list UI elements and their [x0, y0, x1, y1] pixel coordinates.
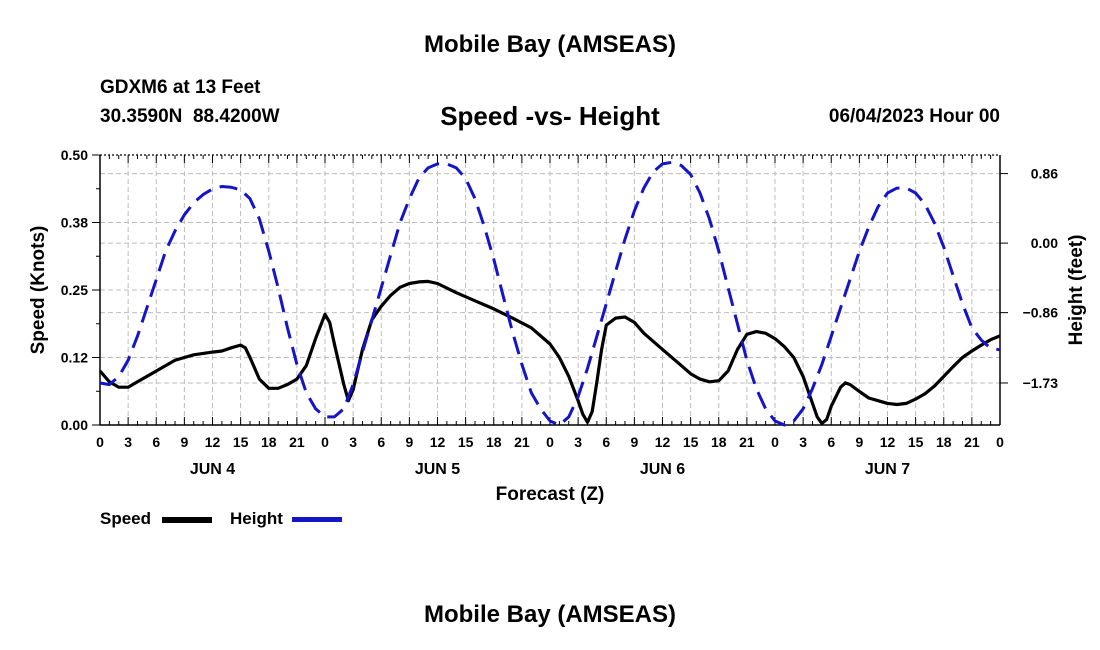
- left-tick-label: 0.00: [61, 417, 88, 433]
- x-tick-label: 6: [602, 434, 610, 450]
- x-tick-label: 12: [655, 434, 671, 450]
- y-axis-title-left: Speed (Knots): [28, 226, 49, 355]
- x-tick-label: 9: [180, 434, 188, 450]
- x-tick-label: 9: [855, 434, 863, 450]
- x-tick-label: 12: [880, 434, 896, 450]
- x-tick-label: 6: [377, 434, 385, 450]
- x-tick-label: 21: [289, 434, 305, 450]
- legend-speed-label: Speed: [100, 509, 152, 528]
- day-label: JUN 5: [415, 461, 460, 478]
- series-height-line: [99, 160, 1001, 427]
- x-tick-label: 6: [827, 434, 835, 450]
- right-tick-label: 0.86: [1031, 166, 1058, 182]
- chart-subtitle: Speed -vs- Height: [440, 101, 660, 131]
- left-tick-label: 0.38: [61, 215, 88, 231]
- x-tick-label: 21: [739, 434, 755, 450]
- chart-title: Mobile Bay (AMSEAS): [423, 31, 677, 58]
- x-tick-label: 9: [405, 434, 413, 450]
- left-tick-label: 0.12: [61, 350, 88, 366]
- x-tick-label: 0: [771, 434, 779, 450]
- forecast-datetime: 06/04/2023 Hour 00: [828, 106, 1000, 127]
- left-tick-label: 0.25: [61, 282, 88, 298]
- x-tick-label: 3: [349, 434, 357, 450]
- x-tick-label: 0: [996, 434, 1004, 450]
- day-label: JUN 4: [190, 461, 235, 478]
- bottom-title: Mobile Bay (AMSEAS): [423, 601, 677, 628]
- day-label: JUN 7: [865, 461, 910, 478]
- right-tick-label: −1.73: [1023, 375, 1059, 391]
- x-tick-label: 18: [261, 434, 277, 450]
- x-tick-label: 15: [458, 434, 474, 450]
- day-label: JUN 6: [640, 461, 685, 478]
- x-axis-title: Forecast (Z): [496, 484, 605, 505]
- x-tick-label: 0: [546, 434, 554, 450]
- left-tick-label: 0.50: [61, 147, 88, 163]
- x-tick-label: 12: [205, 434, 221, 450]
- x-tick-label: 21: [964, 434, 980, 450]
- x-tick-label: 6: [152, 434, 160, 450]
- legend-height-swatch: [292, 517, 342, 522]
- legend-height-label: Height: [230, 509, 283, 528]
- x-tick-label: 3: [124, 434, 132, 450]
- legend-speed-swatch: [162, 517, 212, 523]
- x-tick-label: 21: [514, 434, 530, 450]
- x-tick-label: 15: [683, 434, 699, 450]
- x-tick-label: 9: [630, 434, 638, 450]
- x-tick-label: 12: [430, 434, 446, 450]
- x-tick-label: 3: [574, 434, 582, 450]
- series-speed-line: [98, 279, 1001, 425]
- x-tick-label: 18: [486, 434, 502, 450]
- x-tick-label: 15: [908, 434, 924, 450]
- x-tick-label: 3: [799, 434, 807, 450]
- right-tick-label: −0.86: [1023, 305, 1059, 321]
- x-tick-label: 15: [233, 434, 249, 450]
- station-label: GDXM6 at 13 Feet: [100, 77, 261, 98]
- x-tick-label: 0: [321, 434, 329, 450]
- y-axis-title-right: Height (feet): [1066, 235, 1087, 346]
- coordinates-label: 30.3590N 88.4200W: [100, 106, 280, 127]
- x-tick-label: 0: [96, 434, 104, 450]
- x-tick-label: 18: [936, 434, 952, 450]
- x-tick-label: 18: [711, 434, 727, 450]
- right-tick-label: 0.00: [1031, 235, 1058, 251]
